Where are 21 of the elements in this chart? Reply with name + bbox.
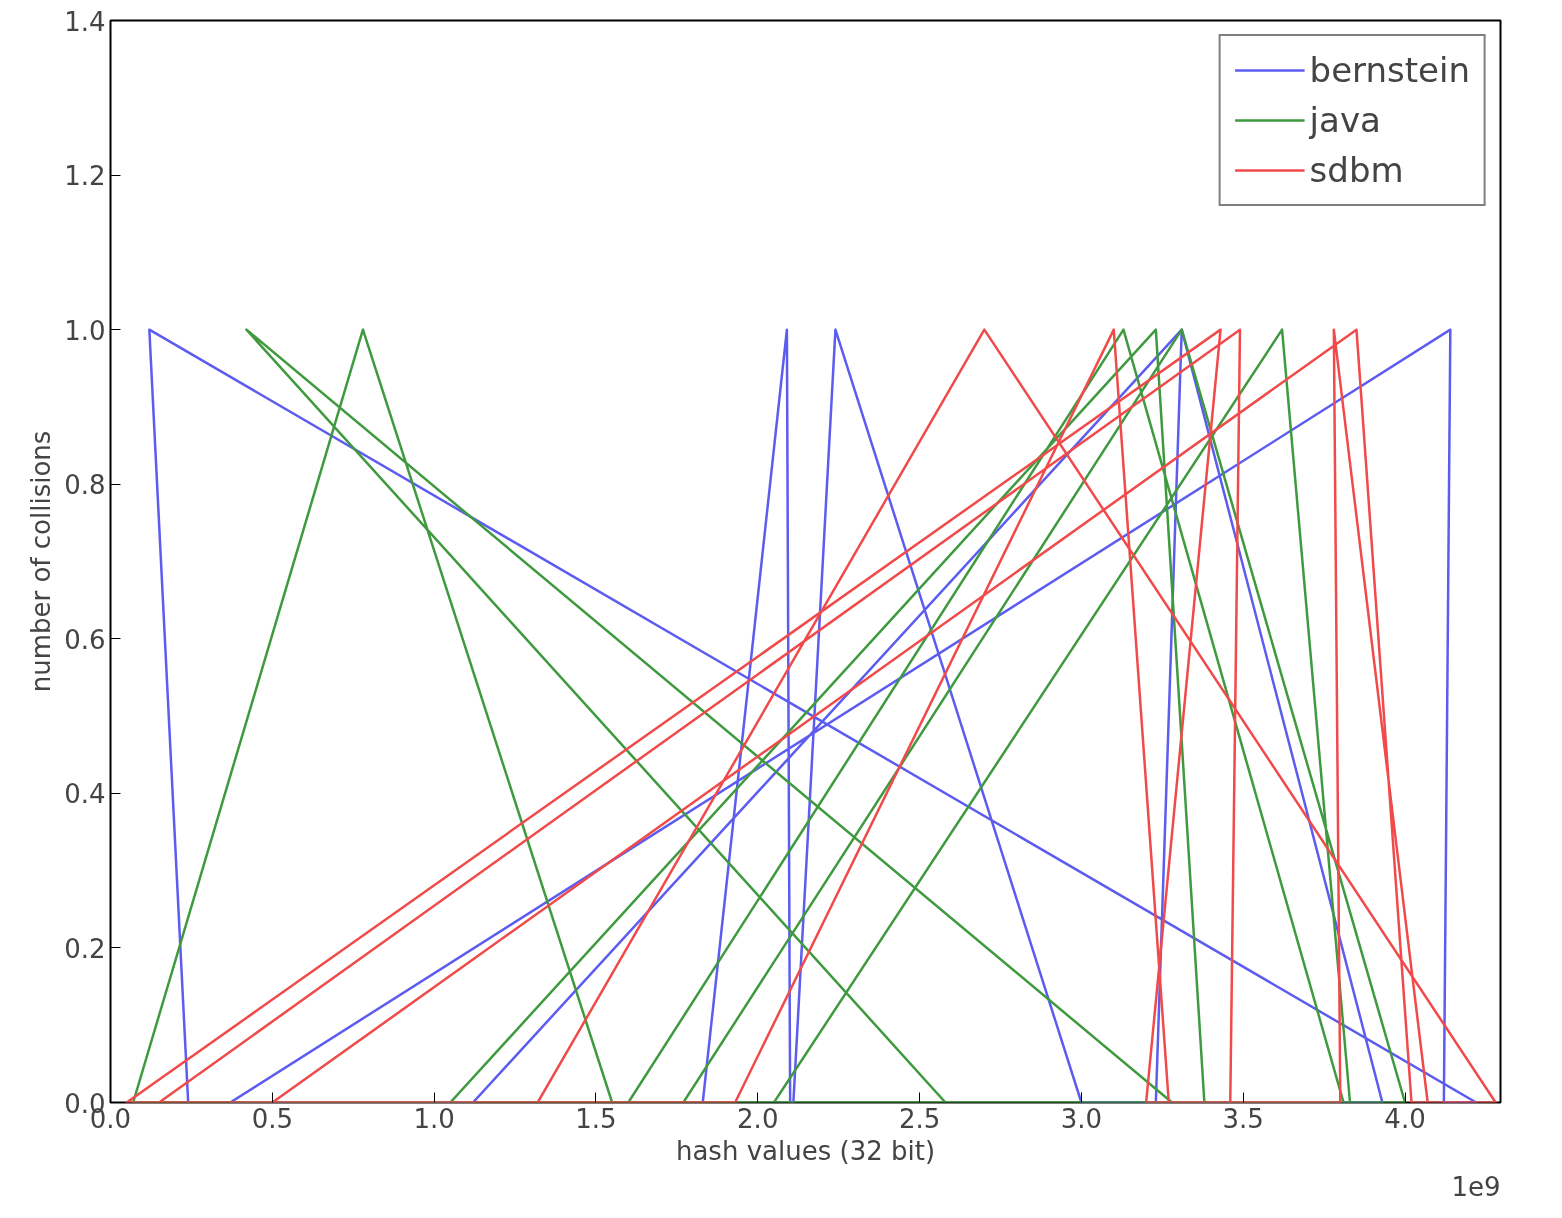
y-tick-label: 1.4	[64, 6, 106, 37]
x-tick-label: 3.5	[1222, 1103, 1264, 1134]
x-tick-label: 4.0	[1384, 1103, 1426, 1134]
y-tick-label: 0.6	[64, 624, 106, 655]
legend-label: java	[1309, 100, 1381, 140]
x-tick-label: 3.0	[1060, 1103, 1103, 1134]
y-axis-title: number of collisions	[26, 430, 57, 693]
y-tick-label: 0.8	[64, 470, 106, 501]
x-tick-label: 1.0	[413, 1103, 455, 1134]
legend-label: sdbm	[1309, 150, 1404, 190]
y-tick-label: 0.2	[64, 933, 106, 964]
x-axis-title: hash values (32 bit)	[675, 1135, 936, 1166]
legend-label: bernstein	[1309, 50, 1470, 90]
y-tick-label: 0.4	[64, 779, 106, 810]
x-tick-label: 1.5	[575, 1103, 617, 1134]
x-tick-label: 2.5	[898, 1103, 941, 1134]
y-tick-label: 1.0	[64, 315, 106, 346]
x-tick-label: 0.5	[251, 1103, 293, 1134]
x-tick-label: 2.0	[737, 1103, 779, 1134]
text: 1e9	[1451, 1171, 1501, 1202]
y-tick-label: 1.2	[64, 161, 106, 192]
